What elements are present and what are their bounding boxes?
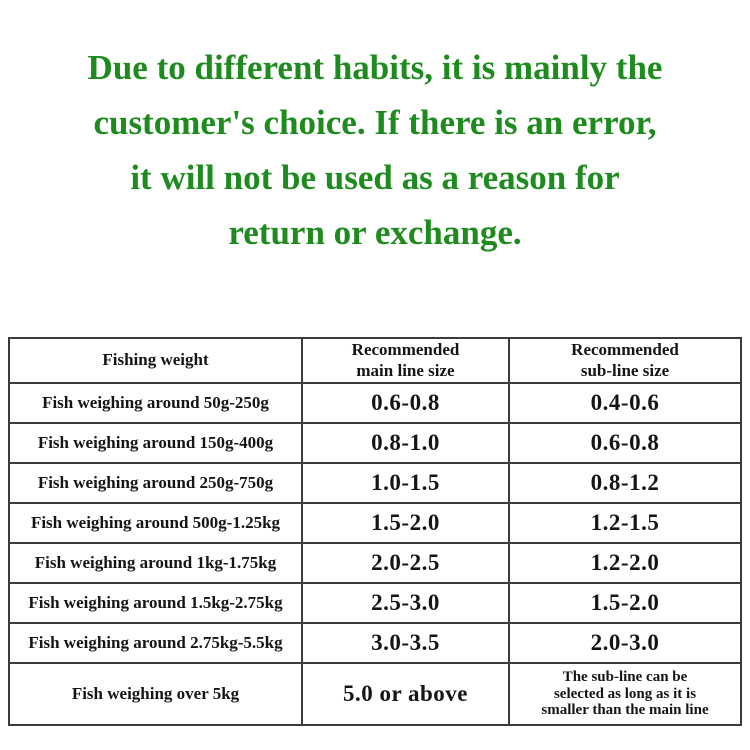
table-row: Fish weighing over 5kg 5.0 or above The … [8, 662, 742, 726]
header-main-line-size: Recommended main line size [301, 337, 510, 384]
sub-line-cell: 0.8-1.2 [508, 462, 742, 504]
weight-cell: Fish weighing around 1.5kg-2.75kg [8, 582, 303, 624]
main-line-cell: 2.5-3.0 [301, 582, 510, 624]
sub-line-cell: 1.2-1.5 [508, 502, 742, 544]
weight-cell: Fish weighing around 150g-400g [8, 422, 303, 464]
main-line-cell: 2.0-2.5 [301, 542, 510, 584]
main-line-cell: 0.8-1.0 [301, 422, 510, 464]
disclaimer-line: Due to different habits, it is mainly th… [87, 48, 663, 87]
sub-line-note-cell: The sub-line can be selected as long as … [508, 662, 742, 726]
table-row: Fish weighing around 500g-1.25kg 1.5-2.0… [8, 502, 742, 544]
table-header-row: Fishing weight Recommended main line siz… [8, 337, 742, 384]
weight-cell: Fish weighing around 500g-1.25kg [8, 502, 303, 544]
header-sub-line-size: Recommended sub-line size [508, 337, 742, 384]
disclaimer-line: customer's choice. If there is an error, [93, 103, 657, 142]
table-row: Fish weighing around 1.5kg-2.75kg 2.5-3.… [8, 582, 742, 624]
sub-line-cell: 1.5-2.0 [508, 582, 742, 624]
disclaimer-line: it will not be used as a reason for [130, 158, 620, 197]
header-fishing-weight: Fishing weight [8, 337, 303, 384]
disclaimer-line: return or exchange. [228, 213, 522, 252]
main-line-cell: 1.5-2.0 [301, 502, 510, 544]
main-line-cell: 1.0-1.5 [301, 462, 510, 504]
table-row: Fish weighing around 150g-400g 0.8-1.0 0… [8, 422, 742, 464]
weight-cell: Fish weighing around 50g-250g [8, 382, 303, 424]
disclaimer-heading: Due to different habits, it is mainly th… [0, 40, 750, 260]
sub-line-cell: 0.4-0.6 [508, 382, 742, 424]
weight-cell: Fish weighing around 1kg-1.75kg [8, 542, 303, 584]
table-row: Fish weighing around 2.75kg-5.5kg 3.0-3.… [8, 622, 742, 664]
main-line-cell: 5.0 or above [301, 662, 510, 726]
weight-cell: Fish weighing around 250g-750g [8, 462, 303, 504]
main-line-cell: 0.6-0.8 [301, 382, 510, 424]
fishing-line-size-table: Fishing weight Recommended main line siz… [8, 337, 742, 726]
table-row: Fish weighing around 250g-750g 1.0-1.5 0… [8, 462, 742, 504]
table-row: Fish weighing around 1kg-1.75kg 2.0-2.5 … [8, 542, 742, 584]
weight-cell: Fish weighing over 5kg [8, 662, 303, 726]
sub-line-cell: 1.2-2.0 [508, 542, 742, 584]
main-line-cell: 3.0-3.5 [301, 622, 510, 664]
sub-line-cell: 0.6-0.8 [508, 422, 742, 464]
table-row: Fish weighing around 50g-250g 0.6-0.8 0.… [8, 382, 742, 424]
sub-line-cell: 2.0-3.0 [508, 622, 742, 664]
weight-cell: Fish weighing around 2.75kg-5.5kg [8, 622, 303, 664]
